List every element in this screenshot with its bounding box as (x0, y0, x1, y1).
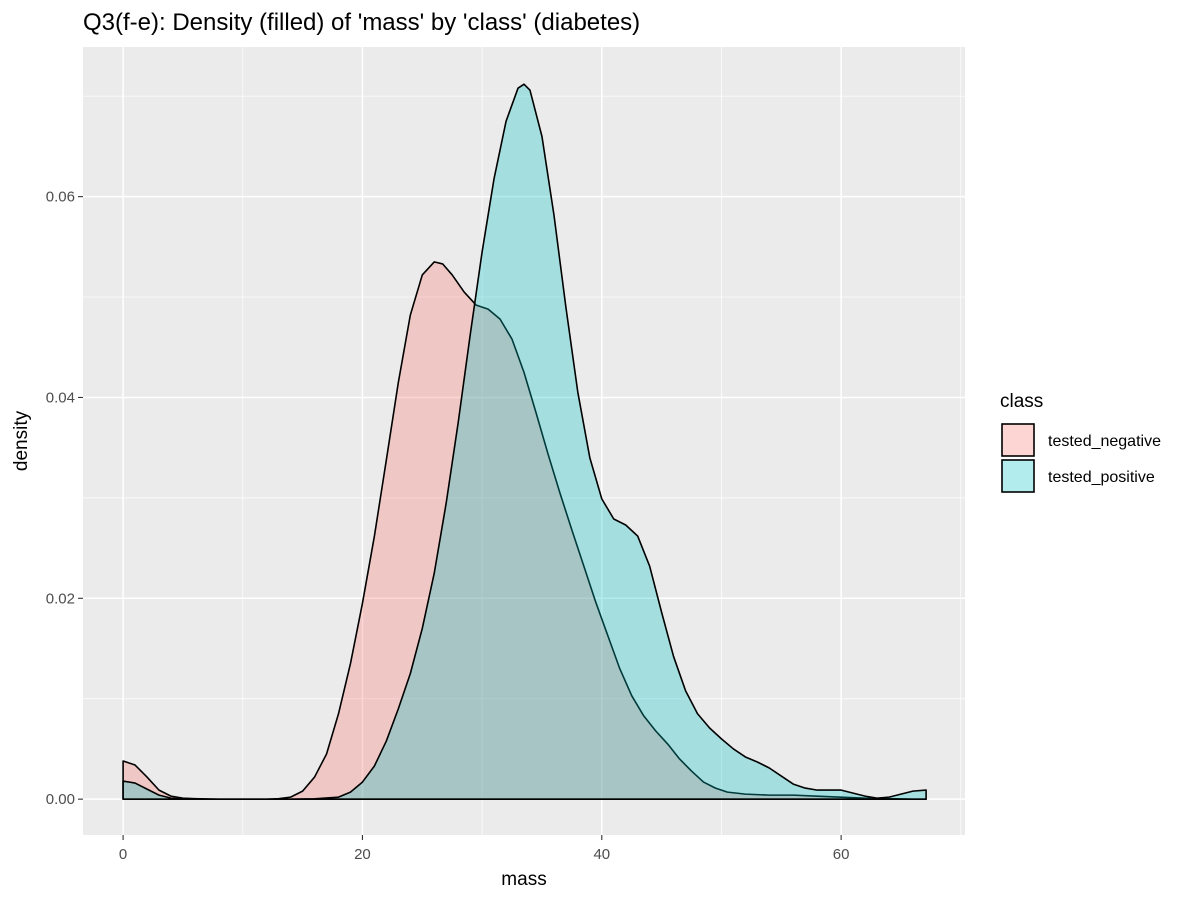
y-axis: 0.00 0.02 0.04 0.06 (46, 189, 83, 808)
major-gridlines (83, 47, 965, 835)
x-tick-label: 20 (354, 846, 371, 863)
legend-key-bg (1001, 459, 1035, 493)
y-tick-label: 0.02 (46, 590, 75, 607)
legend-key-swatch (1001, 459, 1035, 493)
legend-title: class (1000, 391, 1043, 412)
minor-gridlines (83, 47, 965, 835)
y-axis-title: density (11, 410, 32, 471)
density-areas (122, 83, 927, 800)
x-tick-label: 60 (833, 846, 850, 863)
plot-panel (83, 47, 965, 835)
chart-title: Q3(f-e): Density (filled) of 'mass' by '… (83, 9, 640, 36)
x-axis: 0 20 40 60 (119, 835, 850, 863)
legend-label: tested_negative (1048, 433, 1161, 450)
x-tick-label: 40 (593, 846, 610, 863)
legend: class tested_negative tested_positive (1000, 391, 1161, 493)
legend-key-bg (1001, 423, 1035, 457)
y-tick-label: 0.00 (46, 791, 75, 808)
x-tick-label: 0 (119, 846, 127, 863)
density-area-tested-positive (122, 83, 927, 800)
x-axis-title: mass (501, 869, 546, 890)
y-tick-label: 0.06 (46, 189, 75, 206)
y-tick-label: 0.04 (46, 389, 75, 406)
legend-label: tested_positive (1048, 469, 1155, 486)
legend-key-swatch (1001, 423, 1035, 457)
